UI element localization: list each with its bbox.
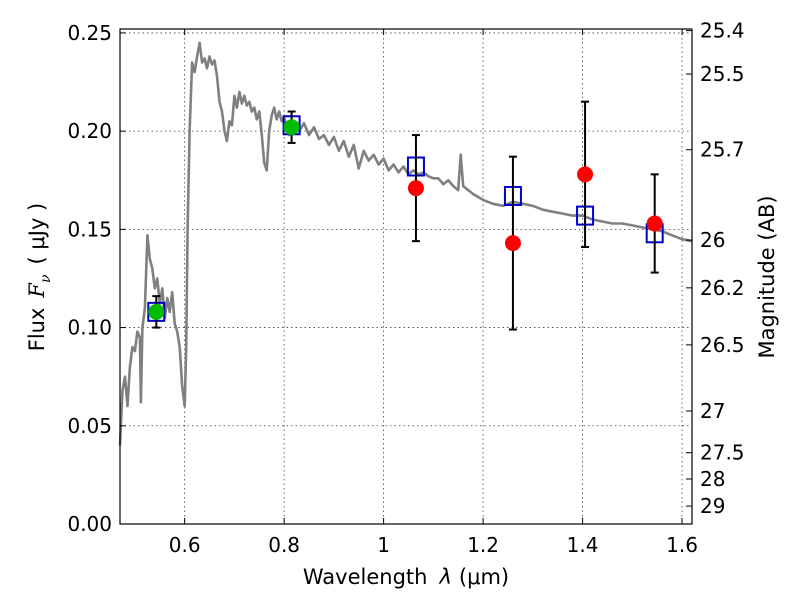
observed-point <box>148 303 165 320</box>
sed-model-line <box>118 41 693 446</box>
mag-tick-label: 25.5 <box>700 62 745 86</box>
mag-tick-label: 25.4 <box>700 19 745 43</box>
mag-tick-label: 27 <box>700 399 725 423</box>
x-tick-label: 0.6 <box>169 533 201 557</box>
y-axis-label: FluxFν( μJy ) <box>25 203 54 351</box>
grid <box>120 29 692 525</box>
x-tick-label: 1.2 <box>467 533 499 557</box>
x-tick-label: 1.6 <box>666 533 698 557</box>
mag-tick-label: 25.7 <box>700 138 745 162</box>
observed-point <box>407 180 424 197</box>
x-tick-label: 1.4 <box>567 533 599 557</box>
observed-point <box>646 215 663 232</box>
ticks: 0.6 0.8 1 1.2 1.4 1.6 0.00 0.05 0.10 0.15 0.20 0.25… <box>67 19 744 557</box>
mag-tick-label: 28 <box>700 467 725 491</box>
y-tick-label: 0.20 <box>67 119 112 143</box>
y-tick-label: 0.15 <box>67 217 112 241</box>
y2-axis-label: Magnitude (AB) <box>755 195 779 358</box>
mag-tick-label: 27.5 <box>700 441 745 465</box>
x-tick-label: 0.8 <box>268 533 300 557</box>
series-layer <box>118 41 693 446</box>
y-tick-label: 0.00 <box>67 512 112 536</box>
y-tick-label: 0.05 <box>67 414 112 438</box>
mag-tick-label: 26.2 <box>700 276 745 300</box>
observed-point <box>283 119 300 136</box>
observed-point <box>504 235 521 252</box>
x-axis-label: Wavelength λ (μm) <box>303 565 509 589</box>
y-tick-label: 0.10 <box>67 316 112 340</box>
plot-frame <box>119 28 693 525</box>
x-tick-label: 1 <box>377 533 390 557</box>
mag-tick-label: 26.5 <box>700 333 745 357</box>
mag-tick-label: 26 <box>700 228 725 252</box>
mag-tick-label: 29 <box>700 494 725 518</box>
y-tick-label: 0.25 <box>67 21 112 45</box>
observed-point <box>577 166 594 183</box>
